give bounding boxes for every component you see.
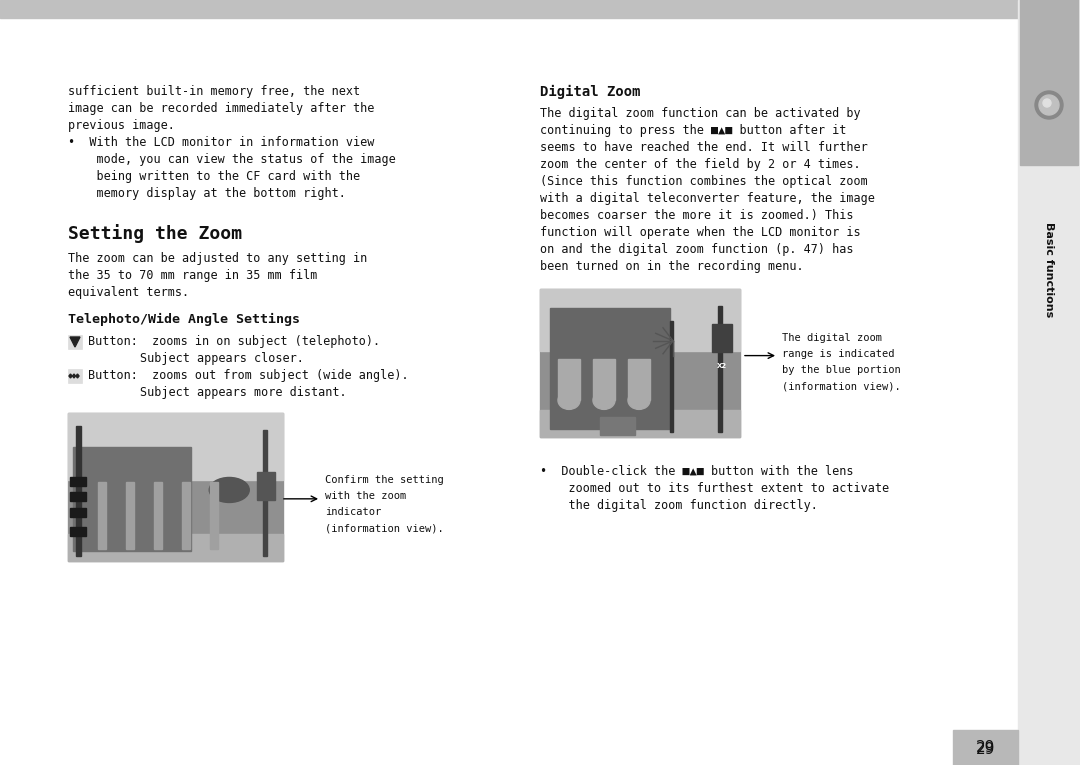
Text: equivalent terms.: equivalent terms.: [68, 286, 189, 299]
Bar: [627, 359, 650, 400]
Text: The digital zoom function can be activated by: The digital zoom function can be activat…: [540, 107, 861, 120]
Ellipse shape: [558, 392, 580, 409]
Bar: [540, 410, 740, 437]
Bar: [68, 413, 283, 480]
Text: being written to the CF card with the: being written to the CF card with the: [68, 170, 360, 183]
Ellipse shape: [627, 392, 650, 409]
Text: The digital zoom: The digital zoom: [782, 334, 882, 343]
Bar: [540, 289, 740, 351]
Text: •  Double-click the ■▲■ button with the lens: • Double-click the ■▲■ button with the l…: [540, 465, 853, 478]
Bar: [70, 527, 86, 536]
Bar: [98, 483, 106, 549]
Bar: [540, 289, 740, 437]
Text: Subject appears more distant.: Subject appears more distant.: [140, 386, 347, 399]
Bar: [70, 477, 86, 486]
Bar: [154, 483, 162, 549]
Circle shape: [1043, 99, 1051, 107]
Bar: [126, 483, 134, 549]
Ellipse shape: [593, 392, 615, 409]
Text: 29: 29: [976, 743, 996, 757]
Bar: [70, 508, 86, 517]
Text: indicator: indicator: [325, 507, 381, 517]
Polygon shape: [72, 374, 76, 378]
Bar: [68, 535, 283, 561]
Text: with the zoom: with the zoom: [325, 491, 406, 501]
Bar: [210, 483, 218, 549]
Text: Button:  zooms out from subject (wide angle).: Button: zooms out from subject (wide ang…: [87, 369, 408, 382]
Text: Button:  zooms in on subject (telephoto).: Button: zooms in on subject (telephoto).: [87, 335, 380, 348]
Polygon shape: [76, 374, 79, 378]
Bar: [593, 359, 615, 400]
Bar: [76, 426, 81, 556]
Text: previous image.: previous image.: [68, 119, 175, 132]
Text: becomes coarser the more it is zoomed.) This: becomes coarser the more it is zoomed.) …: [540, 209, 853, 222]
Text: memory display at the bottom right.: memory display at the bottom right.: [68, 187, 346, 200]
Text: the digital zoom function directly.: the digital zoom function directly.: [540, 499, 818, 512]
Text: •  With the LCD monitor in information view: • With the LCD monitor in information vi…: [68, 136, 375, 149]
Text: sufficient built-in memory free, the next: sufficient built-in memory free, the nex…: [68, 85, 360, 98]
Polygon shape: [69, 374, 72, 378]
Text: on and the digital zoom function (p. 47) has: on and the digital zoom function (p. 47)…: [540, 243, 853, 256]
Bar: [1020, 0, 1078, 165]
Bar: [712, 324, 732, 353]
Bar: [68, 335, 82, 349]
Text: seems to have reached the end. It will further: seems to have reached the end. It will f…: [540, 141, 867, 154]
Text: (Since this function combines the optical zoom: (Since this function combines the optica…: [540, 175, 867, 188]
Text: continuing to press the ■▲■ button after it: continuing to press the ■▲■ button after…: [540, 124, 847, 137]
Text: zoom the center of the field by 2 or 4 times.: zoom the center of the field by 2 or 4 t…: [540, 158, 861, 171]
Text: Basic functions: Basic functions: [1044, 223, 1054, 317]
Circle shape: [1035, 91, 1063, 119]
Text: mode, you can view the status of the image: mode, you can view the status of the ima…: [68, 153, 395, 166]
Text: zoomed out to its furthest extent to activate: zoomed out to its furthest extent to act…: [540, 482, 889, 495]
Text: Setting the Zoom: Setting the Zoom: [68, 224, 242, 243]
Text: by the blue portion: by the blue portion: [782, 366, 901, 376]
Text: been turned on in the recording menu.: been turned on in the recording menu.: [540, 260, 804, 273]
Text: Subject appears closer.: Subject appears closer.: [140, 352, 303, 365]
Bar: [953, 730, 1018, 765]
Bar: [264, 430, 267, 556]
Bar: [183, 483, 190, 549]
Bar: [68, 413, 283, 561]
Text: The zoom can be adjusted to any setting in: The zoom can be adjusted to any setting …: [68, 252, 367, 265]
Bar: [718, 306, 723, 432]
Bar: [1018, 0, 1080, 765]
Bar: [73, 448, 191, 551]
Text: Confirm the setting: Confirm the setting: [325, 475, 444, 485]
Bar: [0, 0, 1018, 18]
Text: 29: 29: [976, 740, 996, 754]
Text: Digital Zoom: Digital Zoom: [540, 85, 640, 99]
Bar: [670, 321, 673, 432]
Polygon shape: [70, 337, 80, 347]
Text: function will operate when the LCD monitor is: function will operate when the LCD monit…: [540, 226, 861, 239]
Text: with a digital teleconverter feature, the image: with a digital teleconverter feature, th…: [540, 192, 875, 205]
Text: (information view).: (information view).: [782, 382, 901, 392]
Text: range is indicated: range is indicated: [782, 350, 894, 360]
Bar: [550, 308, 670, 429]
Bar: [257, 472, 275, 500]
Text: X2: X2: [717, 363, 727, 369]
Circle shape: [1039, 95, 1059, 115]
Bar: [68, 369, 82, 383]
Bar: [600, 417, 635, 435]
Bar: [70, 492, 86, 501]
Bar: [558, 359, 580, 400]
Text: (information view).: (information view).: [325, 523, 444, 533]
Text: Telephoto/Wide Angle Settings: Telephoto/Wide Angle Settings: [68, 313, 300, 326]
Ellipse shape: [210, 477, 249, 503]
Text: image can be recorded immediately after the: image can be recorded immediately after …: [68, 102, 375, 115]
Text: the 35 to 70 mm range in 35 mm film: the 35 to 70 mm range in 35 mm film: [68, 269, 318, 282]
